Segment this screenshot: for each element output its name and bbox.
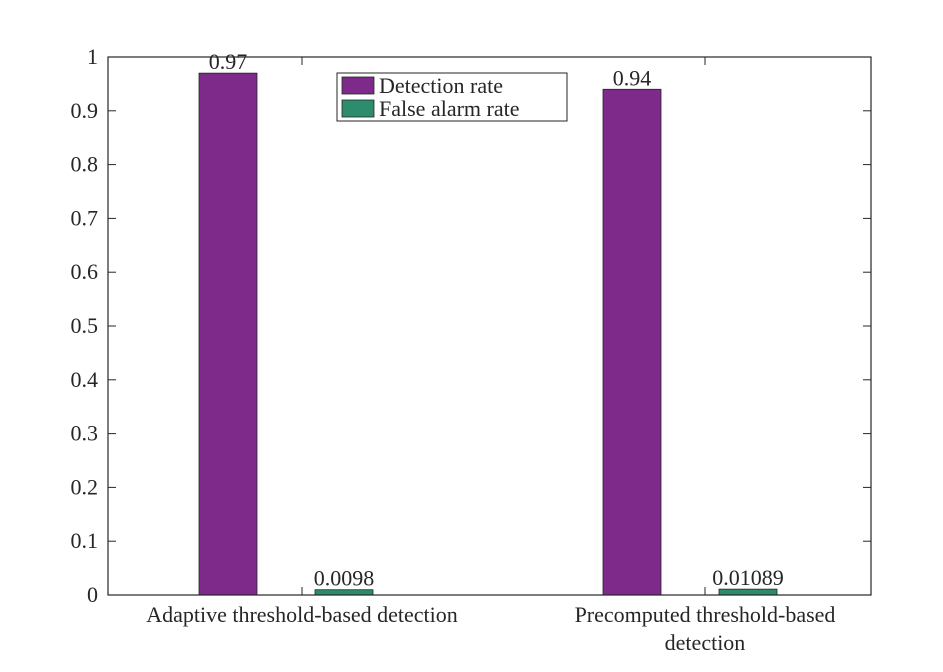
data-labels-group: 0.97 0.94 0.0098 0.01089 [209,49,784,591]
legend-swatch-1 [341,99,375,118]
legend-swatch-0 [341,76,375,95]
data-label-0-0: 0.97 [209,49,248,74]
y-tick-label-8: 0.8 [71,152,99,177]
x-tick-label-1-1: detection [665,630,746,655]
legend-entry-0: Detection rate [379,73,503,98]
x-tick-label-0-0: Adaptive threshold-based detection [146,602,458,627]
y-tick-label-5: 0.5 [71,313,99,338]
y-tick-label-4: 0.4 [71,367,99,392]
y-tick-label-7: 0.7 [71,205,99,230]
y-tick-label-6: 0.6 [71,259,99,284]
y-tick-label-0: 0 [87,582,98,607]
y-tick-label-1: 0.1 [71,528,99,553]
x-tick-label-1-0: Precomputed threshold-based [575,602,836,627]
bars-group [198,72,778,596]
y-tick-label-9: 0.9 [71,98,99,123]
y-tick-label-10: 1 [87,44,98,69]
y-tick-label-2: 0.2 [71,474,99,499]
axes-group: 0 0.1 0.2 0.3 0.4 0.5 0.6 0.7 0.8 0.9 1 Adaptive th… [71,44,872,655]
data-label-0-1: 0.94 [613,65,652,90]
y-tick-label-3: 0.3 [71,421,99,446]
legend-box [336,72,568,122]
bar-detection-rate-1 [602,88,662,596]
legend-entry-1: False alarm rate [379,96,520,121]
data-label-1-1: 0.01089 [712,565,784,590]
bar-detection-rate-0 [198,72,258,596]
data-label-1-0: 0.0098 [314,566,375,591]
